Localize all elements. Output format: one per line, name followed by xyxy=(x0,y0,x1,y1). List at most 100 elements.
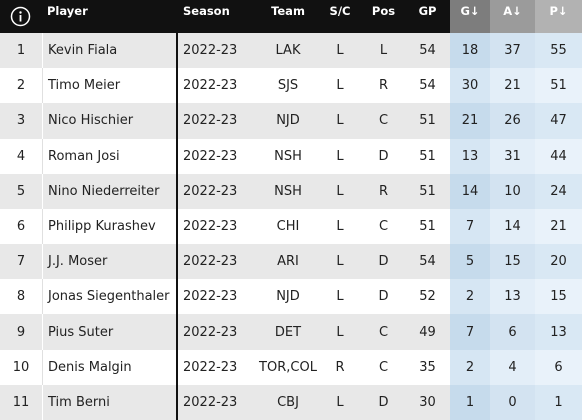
assists: 14 xyxy=(490,208,535,245)
goals: 30 xyxy=(450,68,490,104)
position: R xyxy=(378,183,389,199)
column-header[interactable]: S/C xyxy=(329,4,351,18)
assists: 15 xyxy=(490,244,535,280)
season: 2022-23 xyxy=(183,324,238,340)
player-name: Nico Hischier xyxy=(42,103,177,139)
season: 2022-23 xyxy=(183,148,238,164)
games-played: 49 xyxy=(419,324,436,340)
column-header[interactable]: Team xyxy=(271,4,305,18)
player-name: Roman Josi xyxy=(42,138,177,174)
points: 13 xyxy=(535,314,582,350)
player-name: Jonas Siegenthaler xyxy=(42,279,177,315)
goals: 2 xyxy=(450,279,490,315)
points: 6 xyxy=(535,349,582,385)
position: D xyxy=(378,148,389,164)
shoots: R xyxy=(335,359,345,375)
player-name: Nino Niederreiter xyxy=(42,173,177,209)
rank: 11 xyxy=(12,394,30,410)
assists: 6 xyxy=(490,314,535,350)
assists: 37 xyxy=(490,33,535,69)
position: C xyxy=(378,113,389,129)
column-header[interactable]: Season xyxy=(183,4,230,18)
season: 2022-23 xyxy=(183,78,238,94)
assists: 31 xyxy=(490,138,535,174)
rank: 4 xyxy=(16,148,26,164)
points: 55 xyxy=(535,33,582,69)
points: 24 xyxy=(535,173,582,209)
position: D xyxy=(378,394,389,410)
info-icon[interactable] xyxy=(10,6,31,27)
column-header[interactable]: G↓ xyxy=(450,0,490,33)
season: 2022-23 xyxy=(183,218,238,234)
assists: 0 xyxy=(490,384,535,420)
team: TOR,COL xyxy=(259,359,317,375)
season: 2022-23 xyxy=(183,394,238,410)
team: CHI xyxy=(276,218,300,234)
shoots: L xyxy=(336,78,344,94)
rank: 3 xyxy=(16,113,26,129)
team: ARI xyxy=(277,254,299,270)
points: 51 xyxy=(535,68,582,104)
games-played: 54 xyxy=(419,78,436,94)
season: 2022-23 xyxy=(183,359,238,375)
position: D xyxy=(378,289,389,305)
rank: 9 xyxy=(16,324,26,340)
team: NSH xyxy=(274,148,302,164)
season: 2022-23 xyxy=(183,289,238,305)
rank: 2 xyxy=(16,78,26,94)
shoots: L xyxy=(336,113,344,129)
position: C xyxy=(378,324,389,340)
position: D xyxy=(378,254,389,270)
points: 21 xyxy=(535,208,582,245)
player-name: Pius Suter xyxy=(42,314,177,350)
shoots: L xyxy=(336,289,344,305)
games-played: 35 xyxy=(419,359,436,375)
team: DET xyxy=(274,324,302,340)
shoots: L xyxy=(336,43,344,59)
column-header[interactable]: Player xyxy=(47,4,88,18)
assists: 13 xyxy=(490,279,535,315)
points: 20 xyxy=(535,244,582,280)
goals: 5 xyxy=(450,244,490,280)
player-name: Tim Berni xyxy=(42,384,177,420)
column-header[interactable]: P↓ xyxy=(535,0,582,33)
position: R xyxy=(378,78,389,94)
shoots: L xyxy=(336,324,344,340)
team: SJS xyxy=(277,78,299,94)
points: 44 xyxy=(535,138,582,174)
column-separator xyxy=(176,0,178,420)
games-played: 51 xyxy=(419,218,436,234)
shoots: L xyxy=(336,254,344,270)
column-header[interactable]: Pos xyxy=(371,4,396,18)
player-name: J.J. Moser xyxy=(42,244,177,280)
rank: 5 xyxy=(16,183,26,199)
assists: 4 xyxy=(490,349,535,385)
position: L xyxy=(379,43,388,59)
team: LAK xyxy=(275,43,301,59)
goals: 14 xyxy=(450,173,490,209)
points: 47 xyxy=(535,103,582,139)
goals: 7 xyxy=(450,208,490,245)
goals: 7 xyxy=(450,314,490,350)
rank: 6 xyxy=(16,218,26,234)
rank: 8 xyxy=(16,289,26,305)
games-played: 51 xyxy=(419,183,436,199)
points: 1 xyxy=(535,384,582,420)
assists: 26 xyxy=(490,103,535,139)
team: NJD xyxy=(276,289,300,305)
player-name: Philipp Kurashev xyxy=(42,208,177,245)
player-name: Timo Meier xyxy=(42,68,177,104)
column-header[interactable]: GP xyxy=(418,4,437,18)
position: C xyxy=(378,218,389,234)
goals: 18 xyxy=(450,33,490,69)
team: NSH xyxy=(274,183,302,199)
goals: 2 xyxy=(450,349,490,385)
team: NJD xyxy=(276,113,300,129)
goals: 21 xyxy=(450,103,490,139)
shoots: L xyxy=(336,394,344,410)
team: CBJ xyxy=(277,394,299,410)
assists: 21 xyxy=(490,68,535,104)
column-header[interactable]: A↓ xyxy=(490,0,535,33)
games-played: 51 xyxy=(419,113,436,129)
